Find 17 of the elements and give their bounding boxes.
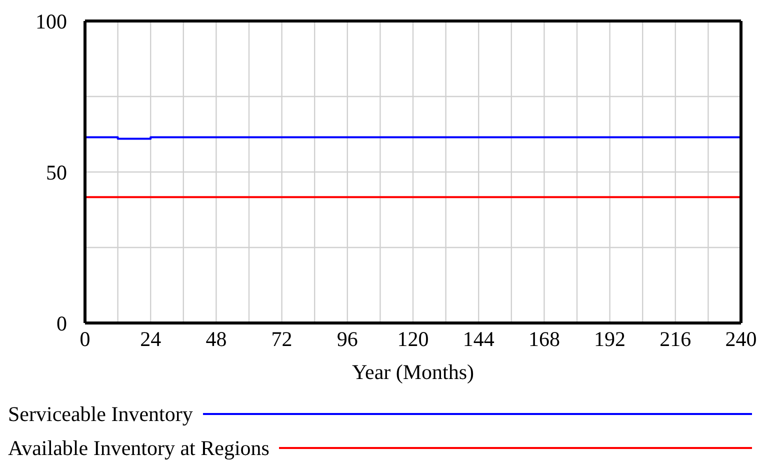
x-tick-label: 216 — [660, 326, 692, 351]
x-tick-label: 96 — [336, 326, 358, 351]
x-tick-label: 240 — [725, 326, 757, 351]
x-tick-label: 72 — [271, 326, 292, 351]
x-tick-label: 168 — [528, 326, 560, 351]
y-tick-label: 0 — [56, 311, 67, 336]
legend-label: Available Inventory at Regions — [8, 436, 270, 460]
y-tick-label: 50 — [46, 160, 67, 184]
x-axis-title: Year (Months) — [352, 360, 474, 384]
y-tick-label: 100 — [36, 9, 67, 34]
x-tick-label: 120 — [397, 326, 429, 351]
x-tick-label: 24 — [140, 326, 162, 351]
legend-label: Serviceable Inventory — [8, 402, 193, 426]
x-tick-label: 144 — [462, 326, 495, 351]
x-tick-label: 48 — [206, 326, 227, 351]
x-tick-label: 192 — [594, 326, 626, 351]
x-tick-label: 0 — [80, 326, 90, 351]
